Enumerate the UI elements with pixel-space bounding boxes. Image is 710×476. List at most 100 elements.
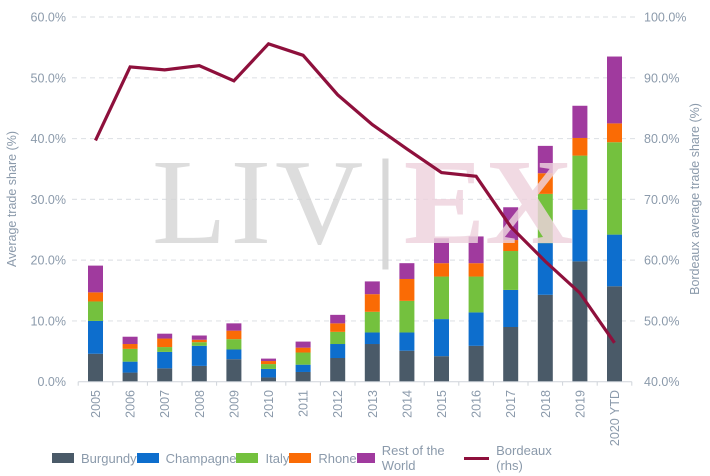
bar-segment-rhone: [364, 294, 380, 312]
bar-segment-burgundy: [261, 377, 276, 382]
left-axis-tick-label: 20.0%: [31, 254, 66, 268]
legend-label: Burgundy: [81, 450, 137, 466]
bar-segment-champagne: [261, 368, 276, 378]
bar-segment-italy: [226, 339, 242, 350]
bar-segment-rhone: [434, 263, 449, 277]
legend-line-swatch: [464, 456, 490, 460]
x-axis-label: 2015: [435, 390, 449, 418]
bar-segment-italy: [607, 142, 622, 235]
bar-segment-rest-of-the-world: [607, 56, 622, 124]
legend-item-italy: Italy: [236, 451, 289, 466]
bar-segment-rest-of-the-world: [88, 265, 103, 293]
bar-segment-rest-of-the-world: [157, 333, 173, 339]
bar-segment-burgundy: [157, 368, 173, 382]
x-axis-label: 2012: [331, 390, 345, 418]
bar-segment-champagne: [607, 234, 622, 287]
bar-segment-rest-of-the-world: [295, 341, 311, 348]
right-axis-tick-label: 70.0%: [644, 193, 679, 207]
x-axis-label: 2009: [227, 390, 241, 418]
bar-segment-rhone: [226, 330, 242, 340]
bar-segment-rest-of-the-world: [226, 323, 242, 331]
bar-segment-burgundy: [364, 344, 380, 382]
right-axis-title: Bordeaux average trade share (%): [688, 103, 702, 295]
bar-segment-rest-of-the-world: [434, 238, 449, 264]
bar-segment-italy: [122, 348, 138, 362]
bar-segment-champagne: [572, 209, 588, 262]
x-axis-label: 2008: [193, 390, 207, 418]
bar-segment-champagne: [122, 361, 138, 373]
bar-segment-rest-of-the-world: [330, 314, 346, 324]
bar-segment-champagne: [330, 344, 346, 358]
bar-segment-rest-of-the-world: [122, 336, 138, 345]
bar-segment-rhone: [122, 344, 138, 349]
legend-item-bordeaux-rhs: Bordeaux (rhs): [464, 443, 567, 473]
bar-segment-rhone: [607, 123, 622, 143]
bar-segment-rhone: [157, 338, 173, 348]
legend-color-swatch: [236, 453, 259, 463]
bar-segment-burgundy: [503, 326, 519, 382]
legend-color-swatch: [52, 453, 74, 463]
bar-segment-rhone: [330, 323, 346, 332]
bar-segment-italy: [468, 276, 484, 313]
x-axis-label: 2017: [504, 390, 518, 418]
bar-segment-champagne: [399, 332, 415, 351]
bar-segment-champagne: [226, 349, 242, 360]
legend-item-rhone: Rhone: [289, 450, 357, 466]
bar-segment-italy: [191, 342, 207, 346]
legend-color-swatch: [356, 453, 375, 463]
x-axis-label: 2018: [539, 390, 553, 418]
right-axis-tick-label: 80.0%: [644, 132, 679, 146]
bar-segment-burgundy: [330, 357, 346, 382]
right-axis-tick-label: 100.0%: [644, 11, 686, 25]
legend-color-swatch: [136, 453, 159, 463]
bar-segment-rhone: [503, 240, 519, 252]
bar-segment-rest-of-the-world: [364, 281, 380, 295]
bar-segment-burgundy: [607, 286, 622, 382]
x-axis-label: 2011: [297, 390, 311, 417]
x-axis-label: 2019: [573, 390, 587, 418]
bar-segment-champagne: [503, 289, 519, 327]
bar-segment-rhone: [468, 263, 484, 277]
livex-watermark: LIV|EX: [152, 135, 573, 270]
legend-item-rest-of-the-world: Rest of the World: [356, 443, 465, 473]
x-axis-label: 2005: [89, 390, 103, 418]
left-axis-title: Average trade share (%): [5, 131, 19, 267]
bar-segment-rest-of-the-world: [572, 105, 588, 138]
left-axis-tick-label: 10.0%: [31, 314, 66, 328]
bar-segment-italy: [88, 301, 103, 321]
left-axis-tick-label: 40.0%: [31, 132, 66, 146]
bar-segment-burgundy: [434, 356, 449, 382]
bar-segment-rhone: [572, 137, 588, 156]
legend-item-burgundy: Burgundy: [52, 451, 137, 466]
bar-segment-italy: [434, 276, 449, 320]
bar-segment-rest-of-the-world: [399, 263, 415, 279]
bar-segment-burgundy: [122, 372, 138, 382]
left-axis-tick-label: 0.0%: [38, 375, 67, 389]
bar-segment-italy: [261, 364, 276, 369]
legend-color-swatch: [289, 453, 312, 463]
bar-segment-rest-of-the-world: [261, 358, 276, 362]
legend-label: Bordeaux (rhs): [496, 443, 552, 473]
bar-segment-rhone: [399, 278, 415, 301]
right-axis-tick-label: 40.0%: [644, 375, 679, 389]
bar-segment-burgundy: [537, 294, 553, 382]
legend-label: Rest of the World: [381, 443, 445, 473]
bar-segment-rhone: [261, 361, 276, 365]
bar-segment-champagne: [88, 320, 103, 354]
bar-segment-burgundy: [572, 261, 588, 382]
legend-label: Champagne: [165, 450, 237, 466]
x-axis-label: 2020 YTD: [608, 390, 622, 446]
bar-segment-italy: [364, 311, 380, 333]
bar-segment-burgundy: [226, 359, 242, 382]
left-axis-tick-label: 30.0%: [31, 193, 66, 207]
x-axis-label: 2013: [366, 390, 380, 418]
bar-segment-champagne: [191, 345, 207, 366]
bar-segment-rhone: [191, 339, 207, 343]
bar-segment-burgundy: [295, 371, 311, 382]
legend-label: Rhone: [318, 450, 357, 466]
right-axis-tick-label: 50.0%: [644, 314, 679, 328]
right-axis-tick-label: 90.0%: [644, 71, 679, 85]
x-axis-label: 2014: [400, 390, 414, 418]
